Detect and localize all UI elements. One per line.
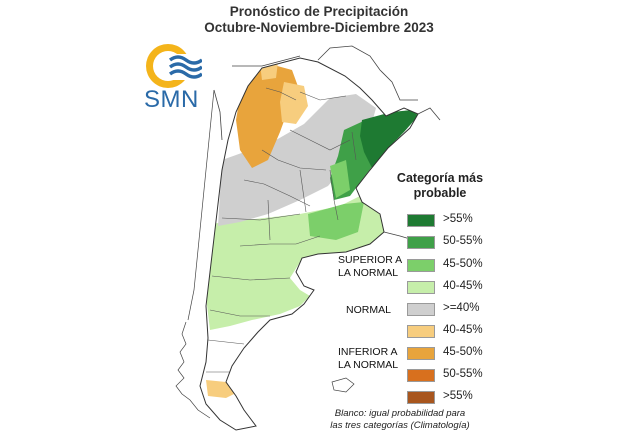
legend-label: 40-45% bbox=[443, 280, 483, 292]
legend-swatch bbox=[407, 303, 435, 316]
legend-swatch bbox=[407, 325, 435, 338]
map-title: Pronóstico de Precipitación Octubre-Novi… bbox=[0, 4, 638, 36]
argentina-outline bbox=[199, 57, 419, 431]
title-line-1: Pronóstico de Precipitación bbox=[229, 4, 409, 19]
group-label-normal: NORMAL bbox=[346, 304, 391, 316]
chile-coast bbox=[175, 89, 215, 419]
legend-item-superior-45-50: 45-50% bbox=[407, 258, 507, 273]
group-label-superior-line-1: SUPERIOR A bbox=[338, 254, 403, 266]
group-label-inferior-line-1: INFERIOR A bbox=[338, 346, 398, 358]
neighbour-borders bbox=[213, 45, 441, 243]
smn-sun-waves-logo-icon bbox=[146, 44, 202, 88]
legend-item-normal: >=40% bbox=[407, 302, 507, 317]
legend-title-line-1: Categoría más bbox=[396, 171, 484, 185]
climatology-note: Blanco: igual probabilidad para las tres… bbox=[310, 408, 490, 432]
legend-item-superior-gt-55: >55% bbox=[407, 213, 507, 228]
legend-label: 45-50% bbox=[443, 258, 483, 270]
legend-title: Categoría más probable bbox=[385, 171, 495, 201]
legend-item-inferior-50-55: 50-55% bbox=[407, 368, 507, 383]
group-label-superior-line-2: LA NORMAL bbox=[338, 267, 399, 279]
legend-swatch bbox=[407, 369, 435, 382]
note-line-2: las tres categorías (Climatología) bbox=[330, 420, 470, 431]
title-line-2: Octubre-Noviembre-Diciembre 2023 bbox=[204, 20, 434, 35]
legend-swatch bbox=[407, 236, 435, 249]
region-normal bbox=[218, 94, 376, 226]
legend-swatch bbox=[407, 259, 435, 272]
malvinas-islands bbox=[331, 377, 355, 393]
legend-swatch bbox=[407, 347, 435, 360]
group-label-inferior: INFERIOR A LA NORMAL bbox=[338, 346, 398, 372]
legend-item-inferior-40-45: 40-45% bbox=[407, 324, 507, 339]
region-superior-gt-55 bbox=[360, 110, 418, 168]
legend-swatch bbox=[407, 281, 435, 294]
province-borders bbox=[206, 87, 357, 373]
legend-label: 50-55% bbox=[443, 368, 483, 380]
group-label-superior: SUPERIOR A LA NORMAL bbox=[338, 254, 402, 280]
legend-label: >=40% bbox=[443, 302, 480, 314]
legend-label: >55% bbox=[443, 213, 473, 225]
legend-label: >55% bbox=[443, 390, 473, 402]
legend-label: 40-45% bbox=[443, 324, 483, 336]
legend-swatch bbox=[407, 391, 435, 404]
note-line-1: Blanco: igual probabilidad para bbox=[334, 408, 466, 419]
legend-label: 45-50% bbox=[443, 346, 483, 358]
legend-item-inferior-45-50: 45-50% bbox=[407, 346, 507, 361]
legend-title-line-2: probable bbox=[413, 186, 467, 200]
legend-label: 50-55% bbox=[443, 235, 483, 247]
region-inferior-40-45-south bbox=[206, 380, 238, 398]
legend-item-inferior-gt-55: >55% bbox=[407, 390, 507, 405]
smn-logo-text: SMN bbox=[144, 86, 199, 113]
group-label-inferior-line-2: LA NORMAL bbox=[338, 359, 399, 371]
legend-item-superior-50-55: 50-55% bbox=[407, 235, 507, 250]
legend-swatch bbox=[407, 214, 435, 227]
legend-item-superior-40-45: 40-45% bbox=[407, 280, 507, 295]
